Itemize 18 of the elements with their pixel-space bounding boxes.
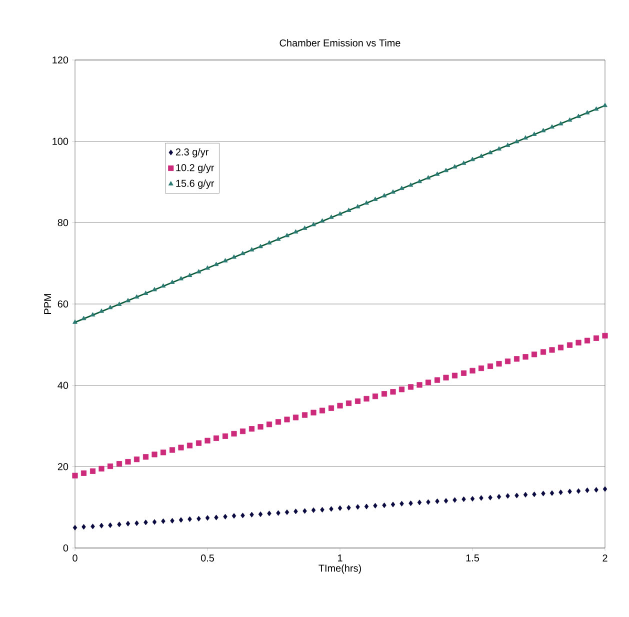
x-tick-label: 1.5 [466, 554, 480, 562]
legend-label: 2.3 g/yr [176, 148, 209, 158]
y-tick-label: 0 [63, 544, 68, 552]
y-tick-label: 100 [52, 138, 68, 145]
y-tick-label: 80 [58, 219, 68, 226]
y-tick-label: 40 [58, 382, 68, 389]
y-tick-label: 60 [58, 300, 68, 308]
chart-title: Chamber Emission vs Time [280, 39, 400, 46]
y-axis-title: PPM [44, 294, 52, 314]
x-tick-label: 2 [602, 554, 608, 562]
legend-label: 15.6 g/yr [176, 180, 214, 189]
x-axis-title: TIme(hrs) [318, 564, 361, 574]
legend-label: 10.2 g/yr [176, 164, 214, 174]
y-tick-label: 120 [52, 56, 68, 64]
x-tick-label: 1 [338, 554, 342, 562]
x-tick-label: 0.5 [200, 554, 214, 562]
x-tick-label: 0 [72, 554, 78, 562]
y-tick-label: 20 [58, 463, 68, 470]
